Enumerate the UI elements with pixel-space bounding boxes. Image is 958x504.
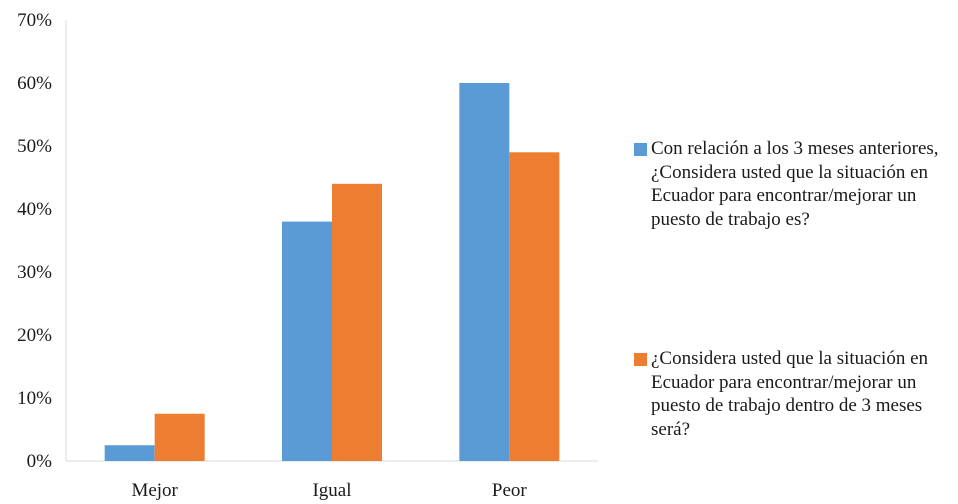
- bar-series-2-igual: [332, 183, 382, 462]
- legend-label-1: Con relación a los 3 meses anteriores, ¿…: [651, 138, 939, 230]
- y-tick-label: 10%: [17, 388, 52, 409]
- bar-series-2-mejor: [154, 413, 205, 461]
- y-tick-label: 30%: [17, 262, 52, 283]
- y-tick-label: 40%: [17, 199, 52, 220]
- y-tick-label: 0%: [27, 451, 53, 472]
- y-tick-label: 50%: [17, 136, 52, 157]
- legend-swatch-1: [634, 143, 647, 156]
- bar-series-1-peor: [459, 83, 510, 461]
- x-tick-label: Mejor: [131, 480, 178, 501]
- x-axis-ticks: Mejor Igual Peor: [131, 480, 527, 501]
- bar-series-1-igual: [282, 221, 332, 461]
- y-axis-ticks: 0% 10% 20% 30% 40% 50% 60% 70%: [17, 10, 52, 472]
- legend-label-2: ¿Considera usted que la situación en Ecu…: [651, 348, 929, 440]
- legend-swatch-2: [634, 353, 647, 366]
- x-tick-label: Igual: [312, 480, 351, 501]
- bar-series-1-mejor: [104, 445, 155, 461]
- bar-series-2-peor: [509, 152, 560, 462]
- y-tick-label: 70%: [17, 10, 52, 31]
- x-tick-label: Peor: [492, 480, 528, 501]
- bars: [104, 83, 560, 462]
- y-tick-label: 20%: [17, 325, 52, 346]
- y-tick-label: 60%: [17, 73, 52, 94]
